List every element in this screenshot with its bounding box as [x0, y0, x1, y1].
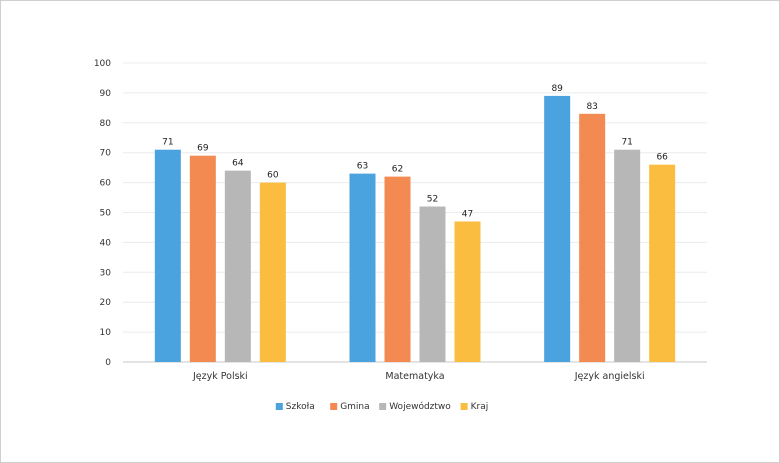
bar-Województwo-1	[419, 206, 446, 362]
bar-Kraj-0	[259, 182, 286, 362]
y-tick-label: 40	[100, 238, 112, 248]
bar-Kraj-1	[454, 221, 481, 362]
y-tick-label: 20	[100, 298, 112, 308]
legend-label: Kraj	[471, 402, 489, 412]
bar-Szkoła-1	[349, 173, 376, 362]
bar-Szkoła-2	[544, 95, 571, 362]
legend-label: Szkoła	[286, 402, 315, 412]
data-label: 83	[586, 102, 597, 112]
bar-Województwo-0	[224, 170, 251, 362]
data-label: 62	[392, 165, 403, 175]
y-tick-label: 80	[100, 119, 112, 129]
data-label: 64	[232, 159, 244, 169]
data-label: 89	[551, 84, 563, 94]
data-label: 69	[197, 144, 209, 154]
data-label: 63	[357, 162, 368, 172]
data-label: 66	[656, 153, 668, 163]
y-tick-label: 0	[105, 358, 111, 368]
data-label: 60	[267, 171, 279, 181]
y-tick-label: 90	[100, 89, 112, 99]
bar-Kraj-2	[649, 164, 676, 362]
x-category-label: Matematyka	[385, 371, 444, 382]
y-tick-label: 100	[94, 59, 111, 69]
x-category-label: Język Polski	[192, 371, 248, 382]
x-category-label: Język angielski	[574, 371, 645, 382]
y-tick-label: 70	[100, 149, 112, 159]
data-label: 47	[462, 209, 473, 219]
legend-swatch	[275, 403, 283, 410]
legend-swatch	[460, 403, 468, 410]
bar-Województwo-2	[614, 149, 641, 362]
legend-label: Województwo	[389, 401, 451, 412]
bar-Gmina-2	[579, 113, 606, 362]
legend-swatch	[330, 403, 338, 410]
legend-swatch	[379, 403, 387, 410]
bar-Gmina-0	[189, 155, 216, 362]
data-label: 71	[162, 138, 173, 148]
data-label: 52	[427, 195, 438, 205]
bar-Gmina-1	[384, 176, 411, 362]
y-tick-label: 50	[100, 209, 112, 219]
legend-label: Gmina	[340, 402, 369, 412]
bar-Szkoła-0	[154, 149, 181, 362]
y-tick-label: 60	[100, 179, 112, 189]
data-label: 71	[621, 138, 632, 148]
y-tick-label: 30	[100, 268, 112, 278]
y-tick-label: 10	[100, 328, 112, 338]
